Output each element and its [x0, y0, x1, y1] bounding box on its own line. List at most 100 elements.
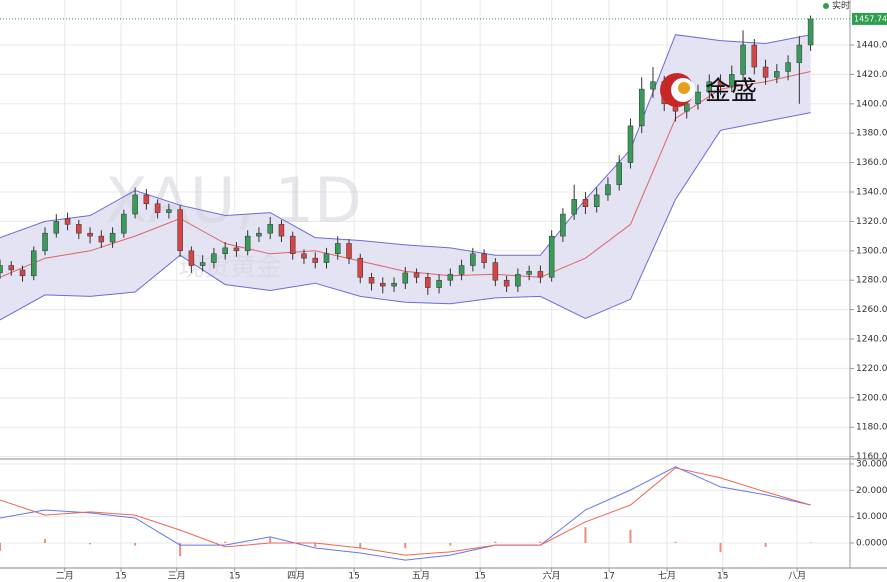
- candle-body: [515, 274, 521, 287]
- y-tick-label: 1220.00: [856, 364, 887, 374]
- candle-body: [807, 18, 814, 46]
- y-tick-label: 20.0000: [856, 486, 887, 496]
- candle-body: [616, 162, 622, 185]
- y-tick-label: 1260.00: [856, 305, 887, 315]
- x-tick-label: 二月: [56, 571, 74, 582]
- x-tick-label: 七月: [658, 571, 676, 582]
- candle-body: [470, 253, 476, 266]
- x-tick-label: 15: [348, 572, 359, 582]
- candle-body: [503, 279, 510, 287]
- candle-body: [706, 81, 713, 93]
- y-tick-label: 1240.00: [856, 335, 887, 345]
- candle-body: [391, 282, 397, 287]
- candle-body: [492, 262, 499, 281]
- candle-body: [346, 243, 352, 259]
- candle-body: [312, 257, 318, 263]
- x-tick-label: 17: [603, 572, 614, 582]
- candle-body: [211, 253, 217, 263]
- x-tick-label: 六月: [543, 570, 561, 582]
- x-tick-label: 15: [474, 572, 485, 582]
- candle-body: [650, 81, 656, 90]
- band-fill: [0, 34, 811, 320]
- x-tick-label: 五月: [412, 571, 430, 582]
- candle-body: [289, 235, 296, 255]
- candle-body: [447, 274, 454, 281]
- candle-body: [357, 257, 364, 278]
- y-tick-label: 1300.00: [856, 246, 887, 256]
- candle-body: [560, 213, 566, 237]
- candle-body: [143, 194, 150, 205]
- candle-body: [413, 272, 420, 278]
- candle-body: [785, 62, 791, 72]
- y-tick-label: 30.0000: [856, 459, 887, 469]
- candle-body: [256, 232, 262, 237]
- x-tick-label: 15: [229, 572, 240, 582]
- logo-icon-dot: [678, 82, 690, 94]
- candle-body: [64, 218, 71, 225]
- candle-body: [323, 253, 330, 263]
- y-tick-label: 1200.00: [856, 393, 887, 403]
- candle-body: [154, 203, 161, 213]
- y-tick-label: 0.0000: [856, 538, 887, 548]
- candle-body: [132, 194, 138, 215]
- x-tick-label: 15: [717, 572, 728, 582]
- y-tick-label: 1380.00: [856, 129, 887, 139]
- y-tick-label: 1340.00: [856, 188, 887, 198]
- candle-body: [436, 279, 442, 288]
- candle-body: [627, 125, 634, 163]
- candle-body: [188, 250, 195, 266]
- candle-body: [301, 253, 307, 259]
- x-tick-label: 三月: [168, 571, 186, 582]
- watermark: XAU, 1D: [105, 164, 362, 237]
- x-tick-label: 15: [115, 572, 126, 582]
- x-tick-label: 八月: [788, 571, 806, 582]
- candle-body: [762, 66, 769, 78]
- y-tick-label: 1180.00: [856, 423, 887, 433]
- macd-line: [0, 467, 811, 556]
- candle-body: [42, 232, 48, 252]
- candle-body: [177, 209, 183, 252]
- y-tick-label: 1320.00: [856, 217, 887, 227]
- candle-body: [267, 224, 273, 234]
- watermark-sub: 现货黄金: [178, 253, 282, 283]
- candle-body: [278, 224, 285, 237]
- macd-line: [0, 466, 811, 561]
- candle-body: [166, 209, 172, 213]
- candle-body: [605, 184, 611, 196]
- candle-body: [109, 232, 116, 243]
- candle-body: [31, 250, 37, 277]
- band-line: [0, 112, 811, 321]
- candle-body: [244, 235, 251, 252]
- realtime-label: 实时: [832, 0, 850, 12]
- candle-body: [0, 265, 3, 274]
- candle-body: [98, 235, 105, 243]
- candle-body: [402, 272, 409, 284]
- candle-body: [368, 277, 375, 284]
- candle-body: [53, 221, 60, 234]
- candle-body: [729, 74, 735, 87]
- candle-body: [233, 247, 240, 252]
- x-tick-label: 四月: [287, 571, 305, 582]
- candle-body: [380, 282, 386, 287]
- y-tick-label: 1360.00: [856, 158, 887, 168]
- y-tick-label: 1160.00: [856, 452, 887, 462]
- candle-body: [717, 81, 724, 87]
- candle-body: [481, 253, 487, 263]
- candle-body: [582, 199, 589, 207]
- candle-body: [19, 269, 26, 277]
- candle-body: [796, 44, 803, 63]
- candle-body: [76, 224, 82, 234]
- candle-body: [695, 91, 701, 105]
- candle-body: [571, 199, 577, 215]
- candle-body: [548, 235, 555, 278]
- candle-body: [199, 262, 206, 266]
- logo-text: 金盛: [705, 77, 757, 107]
- candle-body: [425, 277, 431, 288]
- candle-body: [121, 213, 127, 234]
- candle-body: [334, 243, 341, 255]
- last-price-label: 1457.74: [854, 14, 887, 23]
- last-price-tag: [852, 12, 887, 25]
- candle-body: [740, 44, 746, 75]
- realtime-dot: [823, 3, 829, 9]
